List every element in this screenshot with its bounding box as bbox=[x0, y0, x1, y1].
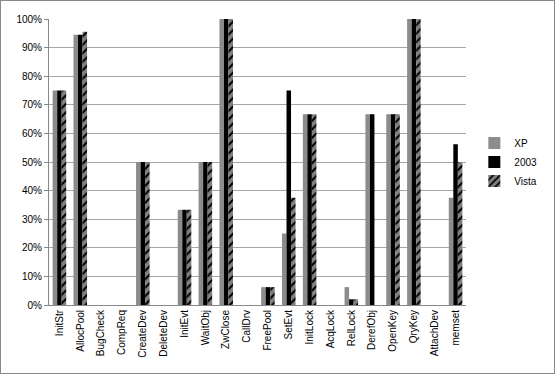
svg-text:0%: 0% bbox=[28, 300, 43, 311]
svg-text:AcqLock: AcqLock bbox=[325, 309, 336, 348]
svg-text:OpenKey: OpenKey bbox=[387, 310, 398, 352]
svg-text:30%: 30% bbox=[22, 214, 42, 225]
svg-text:70%: 70% bbox=[22, 99, 42, 110]
svg-text:90%: 90% bbox=[22, 42, 42, 53]
svg-text:60%: 60% bbox=[22, 128, 42, 139]
svg-text:XP: XP bbox=[514, 138, 528, 149]
svg-text:20%: 20% bbox=[22, 242, 42, 253]
svg-text:InitEvt: InitEvt bbox=[179, 310, 190, 338]
svg-text:100%: 100% bbox=[16, 14, 42, 25]
svg-text:DeleteDev: DeleteDev bbox=[158, 310, 169, 357]
svg-text:10%: 10% bbox=[22, 271, 42, 282]
svg-text:40%: 40% bbox=[22, 185, 42, 196]
svg-text:InitLock: InitLock bbox=[304, 309, 315, 344]
svg-text:SetEvt: SetEvt bbox=[283, 310, 294, 340]
svg-text:AllocPool: AllocPool bbox=[75, 310, 86, 352]
svg-text:FreePool: FreePool bbox=[262, 310, 273, 351]
svg-text:BugCheck: BugCheck bbox=[95, 309, 106, 356]
svg-text:DerefObj: DerefObj bbox=[366, 310, 377, 350]
svg-text:WaitObj: WaitObj bbox=[200, 310, 211, 345]
svg-text:InitStr: InitStr bbox=[54, 309, 65, 336]
svg-text:Vista: Vista bbox=[514, 176, 536, 187]
svg-text:CallDrv: CallDrv bbox=[241, 310, 252, 343]
svg-text:AttachDev: AttachDev bbox=[429, 310, 440, 356]
svg-text:RelLock: RelLock bbox=[346, 309, 357, 346]
svg-text:memset: memset bbox=[450, 310, 461, 346]
svg-text:2003: 2003 bbox=[514, 157, 537, 168]
svg-text:80%: 80% bbox=[22, 71, 42, 82]
svg-text:CompReq: CompReq bbox=[116, 310, 127, 355]
svg-text:QryKey: QryKey bbox=[408, 310, 419, 343]
svg-text:ZwClose: ZwClose bbox=[220, 310, 231, 349]
svg-text:CreateDev: CreateDev bbox=[137, 310, 148, 358]
svg-text:50%: 50% bbox=[22, 157, 42, 168]
